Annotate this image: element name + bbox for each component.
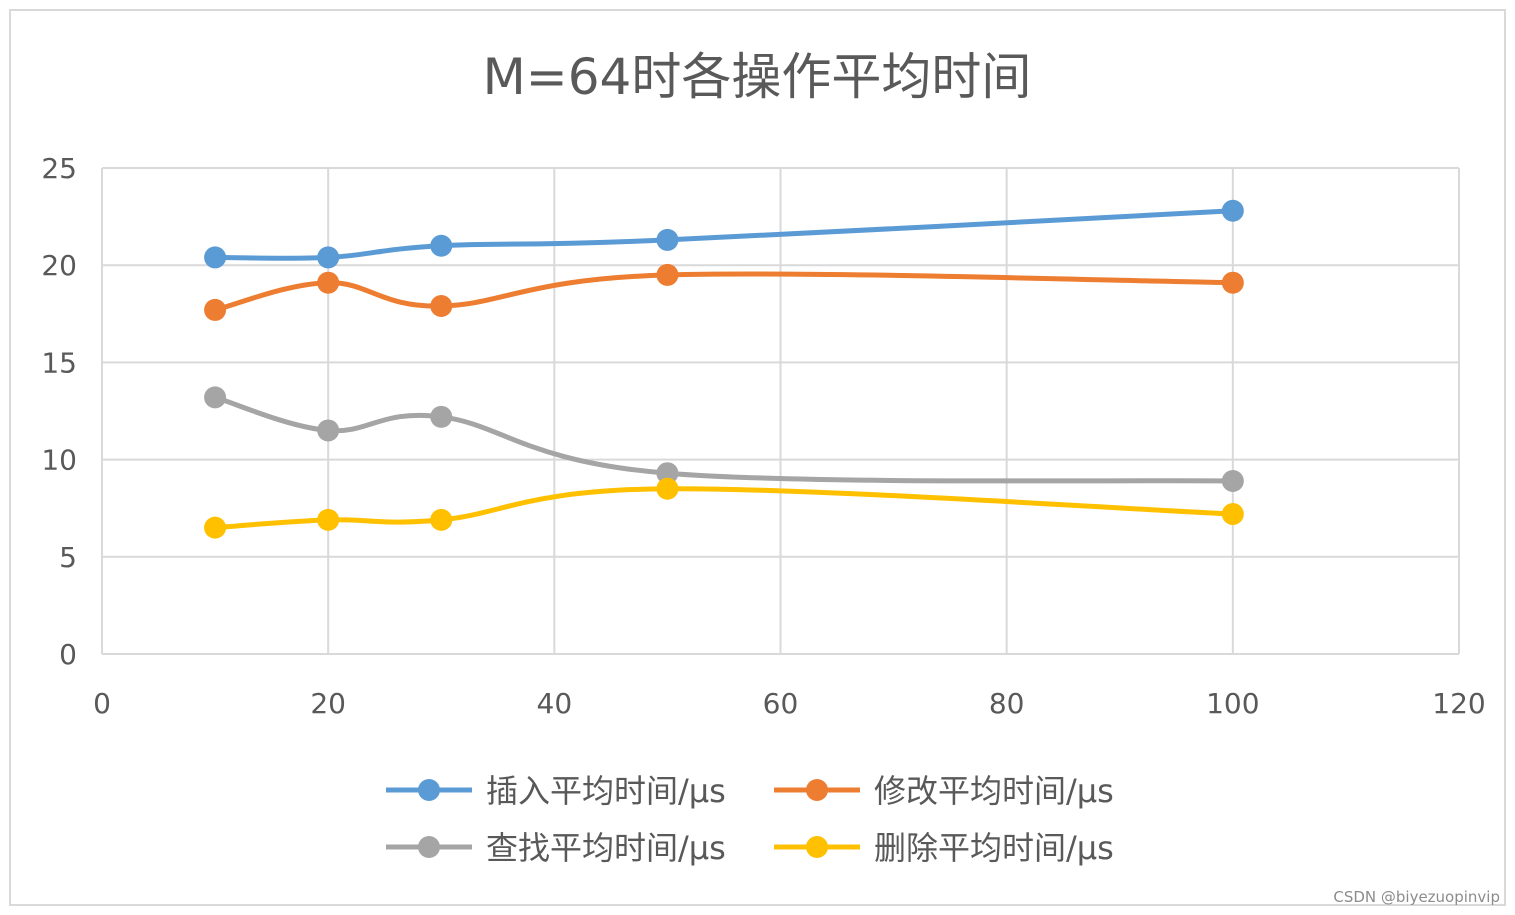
y-tick-label: 20	[41, 249, 77, 282]
series-3	[204, 386, 1244, 492]
data-point	[317, 271, 340, 294]
y-tick-label: 10	[41, 444, 77, 477]
series-1	[204, 199, 1244, 269]
series-line	[212, 208, 1236, 261]
series-line	[212, 394, 1236, 484]
legend-item: 查找平均时间/μs	[386, 829, 726, 867]
data-point	[430, 234, 453, 257]
legend-marker	[418, 779, 440, 801]
x-tick-label: 120	[1432, 687, 1485, 720]
data-point	[1221, 199, 1244, 222]
x-tick-label: 40	[537, 687, 573, 720]
data-point	[317, 419, 340, 442]
legend-label: 插入平均时间/μs	[486, 772, 726, 810]
data-point	[317, 508, 340, 531]
x-tick-label: 20	[310, 687, 346, 720]
legend-marker	[806, 779, 828, 801]
y-tick-label: 15	[41, 346, 77, 379]
x-tick-label: 0	[93, 687, 111, 720]
legend-item: 修改平均时间/μs	[774, 772, 1114, 810]
series-layer	[204, 199, 1244, 539]
legend-label: 删除平均时间/μs	[874, 829, 1114, 867]
legend: 插入平均时间/μs 修改平均时间/μs 查找平均时间/μs 删除平均时间/μs	[386, 772, 1114, 867]
data-point	[430, 508, 453, 531]
data-point	[204, 386, 227, 409]
y-tick-label: 5	[59, 541, 77, 574]
series-4	[204, 477, 1244, 539]
grid-layer	[101, 167, 1460, 655]
data-point	[430, 405, 453, 428]
data-point	[204, 516, 227, 539]
data-point	[204, 298, 227, 321]
data-point	[1221, 503, 1244, 526]
series-line	[212, 486, 1236, 531]
legend-item: 插入平均时间/μs	[386, 772, 726, 810]
watermark: CSDN @biyezuopinvip	[1333, 888, 1500, 906]
data-point	[317, 246, 340, 269]
legend-label: 修改平均时间/μs	[874, 772, 1114, 810]
data-point	[1221, 271, 1244, 294]
x-tick-label: 100	[1206, 687, 1259, 720]
series-2	[204, 263, 1244, 321]
chart-frame	[9, 9, 1506, 906]
data-point	[656, 228, 679, 251]
data-point	[656, 263, 679, 286]
data-point	[204, 246, 227, 269]
data-point	[656, 462, 679, 485]
legend-label: 查找平均时间/μs	[486, 829, 726, 867]
axis-tick-labels: 0 5 10 15 20 25 0 20 40 60 80 100 120	[41, 152, 1485, 720]
data-point	[1221, 469, 1244, 492]
legend-marker	[418, 836, 440, 858]
x-tick-label: 80	[989, 687, 1025, 720]
series-line	[212, 271, 1236, 313]
y-tick-label: 25	[41, 152, 77, 185]
data-point	[656, 477, 679, 500]
data-point	[430, 295, 453, 318]
legend-item: 删除平均时间/μs	[774, 829, 1114, 867]
y-tick-label: 0	[59, 638, 77, 671]
x-tick-label: 60	[763, 687, 799, 720]
legend-marker	[806, 836, 828, 858]
chart-title: M=64时各操作平均时间	[483, 48, 1032, 106]
